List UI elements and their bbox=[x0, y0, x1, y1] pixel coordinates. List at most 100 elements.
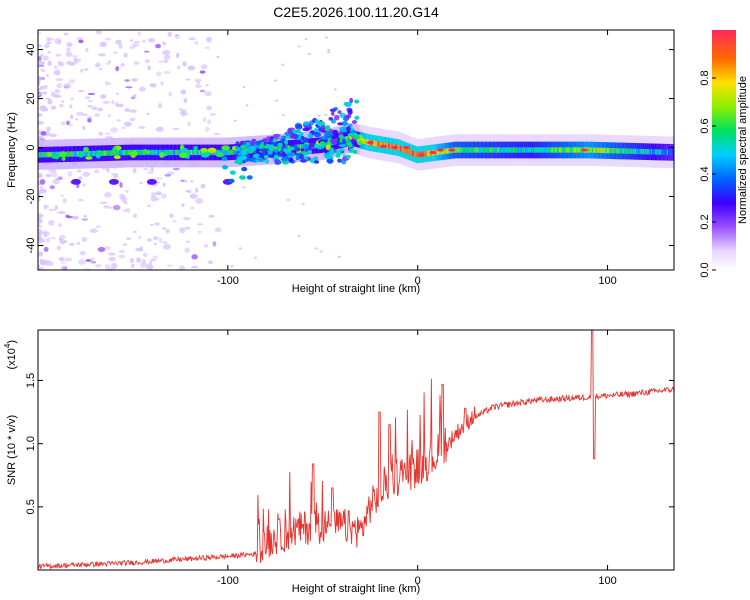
spectrogram-noise-cell bbox=[95, 30, 102, 35]
spectrogram-ridge-core bbox=[642, 148, 646, 155]
spectrogram-branch-cell bbox=[267, 150, 273, 155]
spectrogram-branch-cell bbox=[347, 109, 353, 115]
colorbar-label: Normalized spectral amplitude bbox=[737, 76, 749, 224]
spectrogram-ridge-core bbox=[654, 149, 658, 155]
spectrogram-noise-cell bbox=[138, 235, 142, 240]
spectrogram-ridge-core bbox=[561, 147, 565, 153]
spectrogram-noise-cell bbox=[58, 238, 62, 241]
spectrogram-noise-cell bbox=[199, 70, 206, 74]
spectrogram-ridge-core bbox=[539, 147, 542, 153]
spectrogram-ridge-core bbox=[83, 151, 86, 157]
spectrogram-noise-cell bbox=[160, 81, 164, 86]
spectrogram-ridge-core bbox=[71, 151, 74, 157]
spectrogram-noise-cell bbox=[113, 51, 118, 54]
spectrogram-ridge-core bbox=[519, 147, 522, 153]
spectrogram-noise-cell bbox=[150, 223, 154, 226]
spectrogram-ridge-core bbox=[669, 149, 672, 156]
spectrogram-noise-cell bbox=[214, 227, 222, 233]
spectrogram-noise-cell bbox=[94, 264, 102, 268]
spectrogram-x-tick-label: 0 bbox=[415, 275, 421, 287]
snr-x-tick-label: 0 bbox=[415, 575, 421, 587]
spectrogram-ridge-core bbox=[346, 135, 349, 142]
spectrogram-ridge-core bbox=[507, 147, 510, 153]
spectrogram-noise-cell bbox=[327, 50, 331, 53]
spectrogram-noise-cell bbox=[63, 240, 68, 243]
spectrogram-ridge-core bbox=[387, 143, 391, 149]
spectrogram-ridge-core bbox=[460, 147, 464, 153]
spectrogram-noise-cell bbox=[199, 89, 206, 93]
spectrogram-ridge-core bbox=[589, 147, 593, 153]
spectrogram-ridge-core bbox=[327, 140, 331, 147]
spectrogram-ridge-core bbox=[590, 147, 594, 153]
spectrogram-branch-cell bbox=[334, 114, 340, 121]
spectrogram-noise-cell bbox=[115, 102, 119, 107]
spectrogram-noise-cell bbox=[163, 58, 168, 64]
spectrogram-ridge-core bbox=[508, 147, 511, 153]
spectrogram-noise-cell bbox=[184, 226, 191, 230]
spectrogram-noise-cell bbox=[202, 116, 207, 123]
spectrogram-noise-cell bbox=[174, 34, 178, 37]
spectrogram-noise-cell bbox=[189, 193, 198, 199]
spectrogram-branch-cell bbox=[248, 149, 254, 154]
spectrogram-noise-cell bbox=[163, 243, 171, 250]
spectrogram-noise-cell bbox=[307, 52, 311, 55]
spectrogram-noise-cell bbox=[230, 265, 234, 268]
spectrogram-noise-cell bbox=[194, 41, 199, 45]
spectrogram-ridge-core bbox=[614, 148, 618, 154]
spectrogram-ridge-core bbox=[535, 147, 538, 153]
spectrogram-ridge-core bbox=[70, 151, 73, 157]
spectrogram-noise-cell bbox=[149, 82, 157, 88]
spectrogram-blob bbox=[181, 147, 188, 154]
spectrogram-noise-cell bbox=[68, 79, 76, 84]
spectrogram-ridge-core bbox=[493, 147, 497, 153]
spectrogram-ridge-core bbox=[273, 146, 276, 152]
spectrogram-noise-cell bbox=[123, 52, 128, 58]
spectrogram-noise-cell bbox=[274, 79, 278, 82]
spectrogram-ridge-core bbox=[474, 147, 477, 153]
spectrogram-blob bbox=[83, 146, 89, 152]
spectrogram-blob bbox=[77, 151, 85, 158]
spectrogram-ridge-core bbox=[234, 149, 238, 155]
spectrogram-blob bbox=[112, 146, 117, 153]
spectrogram-noise-cell bbox=[147, 37, 156, 43]
colorbar-ticks: 0.0 0.2 0.4 0.6 0.8 bbox=[699, 70, 716, 278]
spectrogram-noise-cell bbox=[242, 86, 246, 89]
spectrogram-ridge-core bbox=[476, 147, 480, 153]
spectrogram-branch-cell bbox=[302, 137, 309, 143]
spectrogram-ridge-core bbox=[524, 147, 527, 153]
spectrogram-ridge-core bbox=[75, 151, 78, 157]
spectrogram-noise-cell bbox=[143, 252, 148, 257]
spectrogram-noise-cell bbox=[45, 41, 52, 45]
spectrogram-blob bbox=[228, 150, 233, 154]
spectrogram-noise-cell bbox=[158, 237, 163, 243]
spectrogram-noise-cell bbox=[119, 182, 123, 188]
spectrogram-noise-cell bbox=[238, 247, 242, 250]
spectrogram-noise-cell bbox=[183, 97, 188, 104]
spectrogram-noise-cell bbox=[139, 86, 146, 92]
spectrogram-ridge-core bbox=[636, 148, 639, 155]
spectrogram-blob bbox=[61, 156, 66, 161]
spectrogram-ridge-core bbox=[467, 147, 470, 153]
spectrogram-noise-cell bbox=[85, 259, 92, 262]
spectrogram-blob bbox=[159, 152, 165, 158]
spectrogram-noise-cell bbox=[108, 60, 112, 63]
spectrogram-noise-cell bbox=[38, 172, 43, 179]
spectrogram-ridge-core bbox=[402, 146, 405, 153]
spectrogram-noise-cell bbox=[39, 185, 44, 191]
spectrogram-ridge-core bbox=[560, 147, 563, 153]
spectrogram-noise-cell bbox=[136, 257, 142, 263]
spectrogram-noise-cell bbox=[137, 126, 146, 129]
spectrogram-branch-cell bbox=[262, 148, 270, 152]
spectrogram-noise-cell bbox=[131, 43, 140, 47]
spectrogram-ridge-core bbox=[517, 147, 521, 153]
spectrogram-noise-cell bbox=[115, 39, 122, 45]
spectrogram-noise-cell bbox=[67, 123, 74, 127]
spectrogram-ridge-core bbox=[660, 149, 663, 155]
spectrogram-noise-cell bbox=[104, 192, 112, 198]
spectrogram-ridge-core bbox=[74, 151, 77, 157]
snr-background bbox=[38, 330, 674, 570]
spectrogram-noise-cell bbox=[129, 117, 136, 122]
spectrogram-noise-cell bbox=[118, 249, 125, 254]
spectrogram-branch-cell bbox=[344, 101, 352, 108]
spectrogram-ridge-core bbox=[139, 149, 142, 156]
